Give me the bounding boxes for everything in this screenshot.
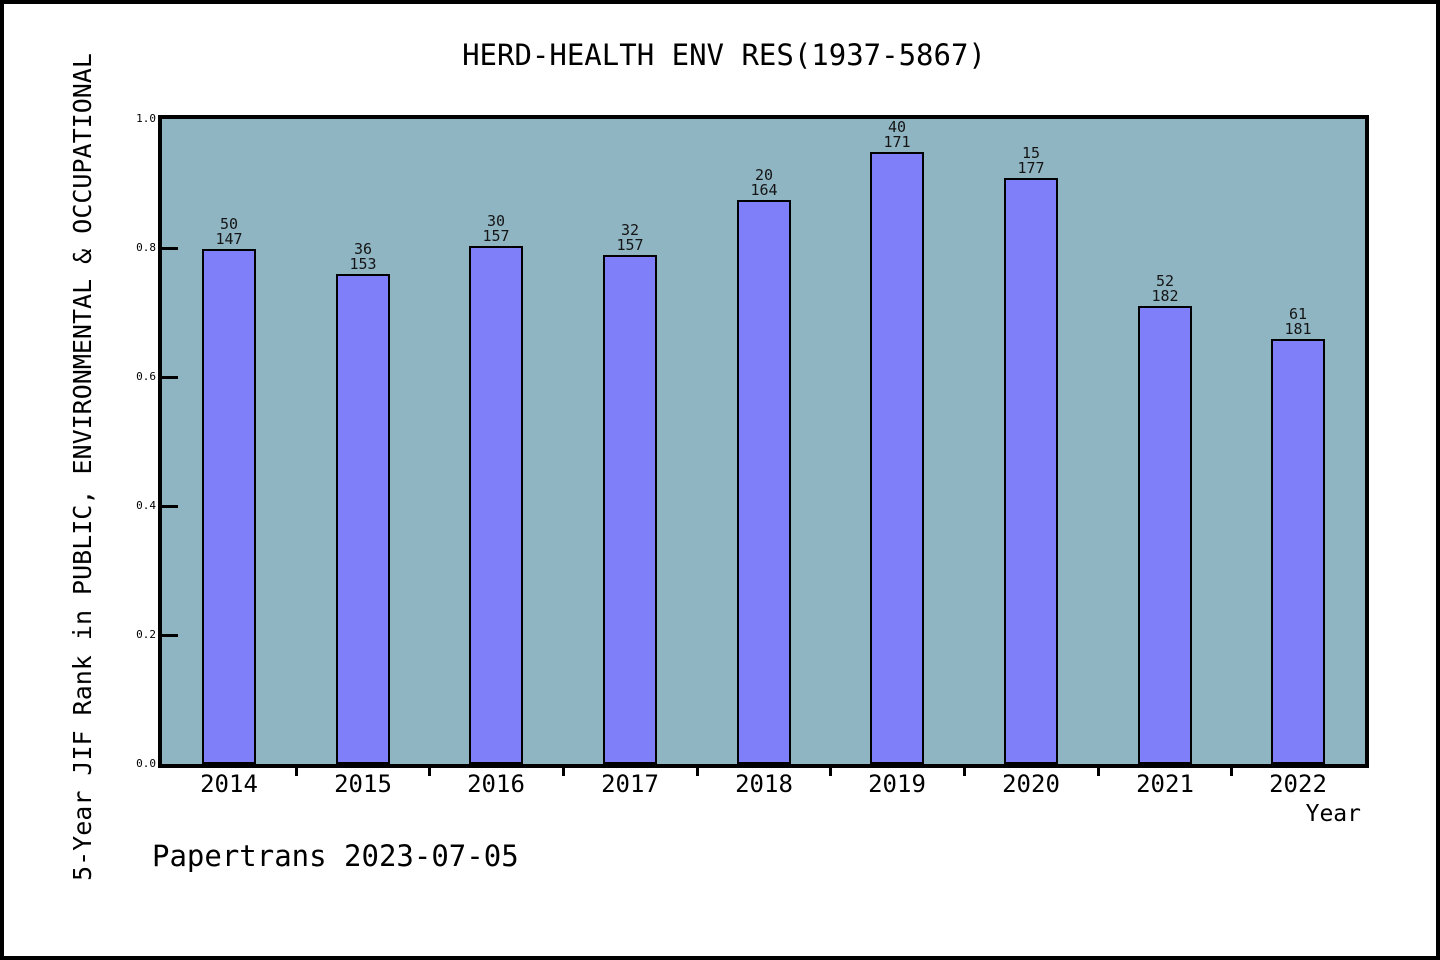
- x-minor-tick-6: [963, 768, 966, 776]
- x-tick-label-2022: 2022: [1269, 770, 1327, 798]
- bar-2020: [1004, 178, 1058, 764]
- y-tick-label-0.6: 0.6: [136, 370, 156, 383]
- y-tick-label-0.8: 0.8: [136, 241, 156, 254]
- bar-2021: [1138, 306, 1192, 764]
- y-tick-mark-0.2: [162, 634, 178, 637]
- y-tick-label-0.2: 0.2: [136, 628, 156, 641]
- bar-2018: [737, 200, 791, 764]
- plot-border: [158, 115, 1369, 768]
- bar-2017: [603, 255, 657, 764]
- bar-value-label-2019: 40 171: [883, 118, 911, 151]
- y-tick-label-0.4: 0.4: [136, 499, 156, 512]
- x-tick-label-2016: 2016: [467, 770, 525, 798]
- bar-2016: [469, 246, 523, 764]
- plot-area: 50 147 36 153 30 157 32 157 20 164 40 171 15 1…: [162, 119, 1365, 764]
- x-tick-label-2018: 2018: [735, 770, 793, 798]
- y-tick-mark-0.6: [162, 376, 178, 379]
- x-minor-tick-7: [1097, 768, 1100, 776]
- x-minor-tick-5: [829, 768, 832, 776]
- bar-2015: [336, 274, 390, 764]
- x-axis-title: Year: [1305, 801, 1361, 827]
- x-tick-label-2014: 2014: [200, 770, 258, 798]
- bar-2022: [1271, 339, 1325, 764]
- bar-value-label-2018: 20 164: [750, 166, 778, 199]
- y-tick-label-0.0: 0.0: [136, 757, 156, 770]
- x-tick-label-2021: 2021: [1136, 770, 1194, 798]
- x-tick-label-2019: 2019: [868, 770, 926, 798]
- x-minor-tick-3: [562, 768, 565, 776]
- x-minor-tick-2: [428, 768, 431, 776]
- bar-value-label-2015: 36 153: [349, 240, 377, 273]
- bar-value-label-2022: 61 181: [1284, 305, 1312, 338]
- chart-title: HERD-HEALTH ENV RES(1937-5867): [462, 38, 986, 72]
- y-tick-label-1.0: 1.0: [136, 112, 156, 125]
- bar-2019: [870, 152, 924, 764]
- x-minor-tick-8: [1230, 768, 1233, 776]
- y-tick-mark-0.4: [162, 505, 178, 508]
- y-axis-title: 5-Year JIF Rank in PUBLIC, ENVIRONMENTAL…: [68, 53, 97, 881]
- bar-value-label-2016: 30 157: [482, 212, 510, 245]
- y-tick-mark-0.8: [162, 247, 178, 250]
- x-tick-label-2020: 2020: [1002, 770, 1060, 798]
- watermark-text: Papertrans 2023-07-05: [152, 839, 519, 873]
- bar-value-label-2021: 52 182: [1151, 272, 1179, 305]
- bar-2014: [202, 249, 256, 764]
- bar-value-label-2014: 50 147: [215, 215, 243, 248]
- x-minor-tick-1: [295, 768, 298, 776]
- x-tick-label-2017: 2017: [601, 770, 659, 798]
- x-minor-tick-4: [696, 768, 699, 776]
- bar-value-label-2020: 15 177: [1017, 144, 1045, 177]
- bar-value-label-2017: 32 157: [616, 221, 644, 254]
- x-tick-label-2015: 2015: [334, 770, 392, 798]
